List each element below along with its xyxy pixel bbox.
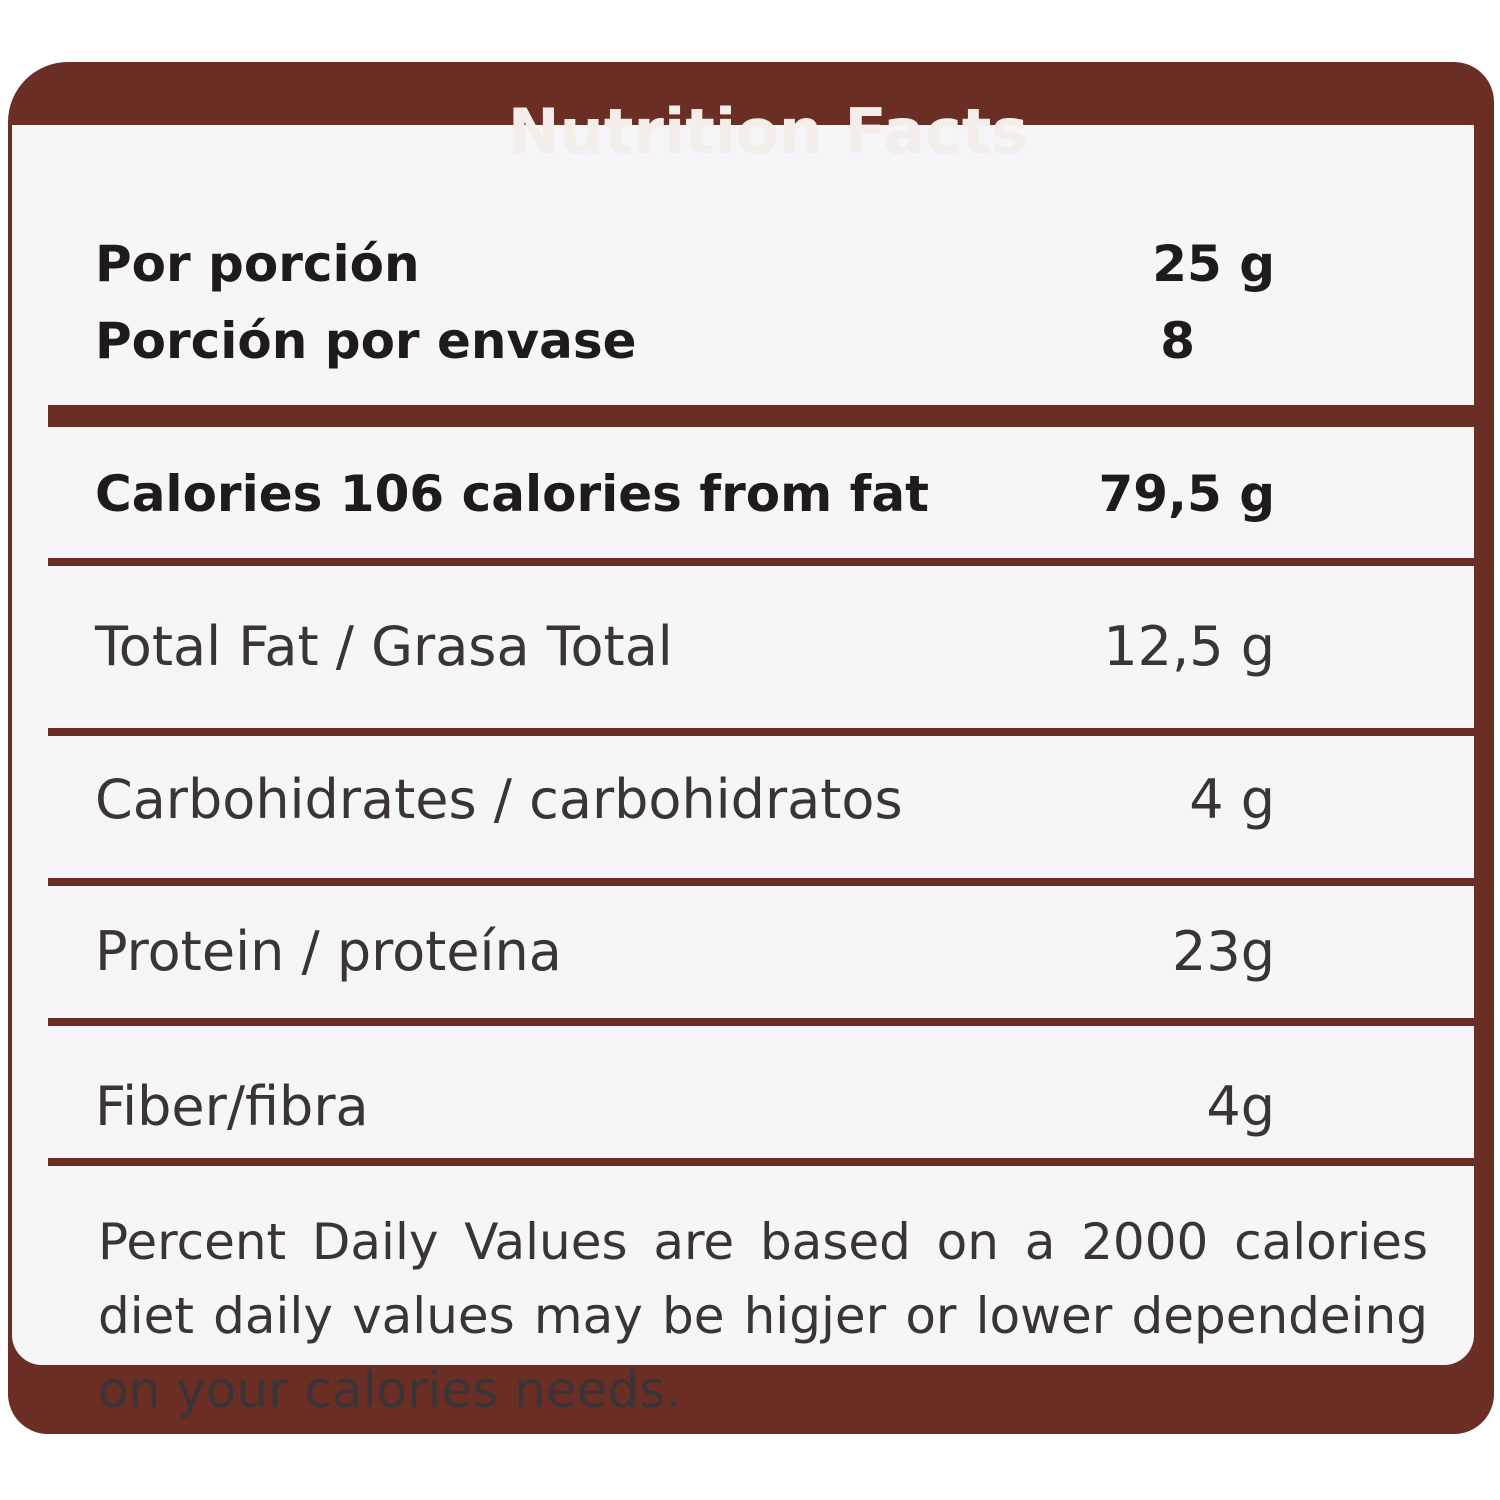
serving-row: Porción por envase 8 <box>95 312 1275 370</box>
rule <box>48 878 1493 886</box>
thick-rule <box>48 405 1493 427</box>
nutrient-value: 12,5 g <box>1103 615 1275 678</box>
serving-value: 25 g <box>1152 235 1275 293</box>
nutrient-value: 4 g <box>1189 768 1275 831</box>
nutrient-row: Carbohidrates / carbohidratos 4 g <box>95 768 1275 831</box>
nutrient-label: Total Fat / Grasa Total <box>95 615 673 678</box>
nutrient-label: Carbohidrates / carbohidratos <box>95 768 903 831</box>
nutrient-value: 4g <box>1206 1075 1275 1138</box>
calories-row: Calories 106 calories from fat 79,5 g <box>95 465 1275 523</box>
nutrient-value: 23g <box>1172 920 1275 983</box>
nutrient-row: Protein / proteína 23g <box>95 920 1275 983</box>
serving-label: Porción por envase <box>95 312 637 370</box>
title: Nutrition Facts <box>507 95 1029 168</box>
nutrient-row: Fiber/fibra 4g <box>95 1075 1275 1138</box>
rule <box>48 558 1493 566</box>
rule <box>48 1018 1488 1026</box>
calories-label: Calories 106 calories from fat <box>95 465 929 523</box>
serving-value: 8 <box>1160 312 1195 370</box>
calories-value: 79,5 g <box>1098 465 1275 523</box>
serving-row: Por porción 25 g <box>95 235 1275 293</box>
footnote: Percent Daily Values are based on a 2000… <box>98 1213 1428 1419</box>
nutrient-row: Total Fat / Grasa Total 12,5 g <box>95 615 1275 678</box>
rule <box>48 1158 1488 1166</box>
serving-label: Por porción <box>95 235 420 293</box>
nutrient-label: Fiber/fibra <box>95 1075 369 1138</box>
label-body <box>12 125 1474 1365</box>
nutrient-label: Protein / proteína <box>95 920 562 983</box>
rule <box>48 728 1493 736</box>
